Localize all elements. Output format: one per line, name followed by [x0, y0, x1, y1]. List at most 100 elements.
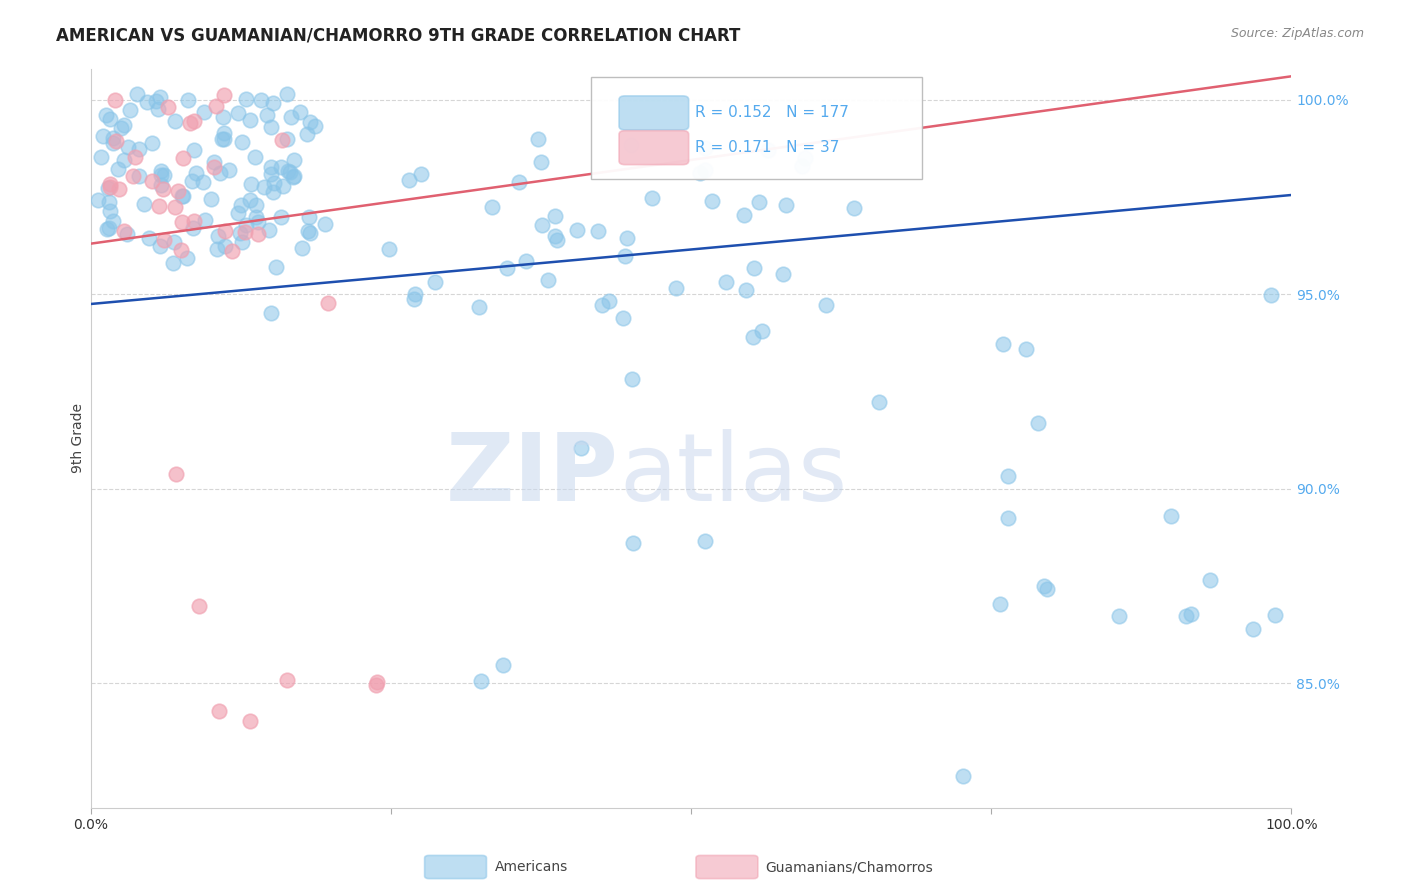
- Point: [988, 597, 1011, 611]
- Point: [297, 224, 319, 238]
- FancyBboxPatch shape: [619, 95, 689, 130]
- Point: [621, 536, 644, 550]
- Point: [741, 330, 763, 344]
- Point: [598, 294, 620, 309]
- Point: [246, 215, 269, 229]
- Point: [295, 127, 318, 141]
- Point: [148, 199, 170, 213]
- Point: [194, 213, 217, 227]
- Point: [191, 175, 214, 189]
- Point: [101, 136, 124, 150]
- Point: [586, 224, 609, 238]
- Point: [226, 106, 249, 120]
- Point: [276, 87, 298, 101]
- Point: [693, 141, 716, 155]
- Point: [117, 140, 139, 154]
- Text: AMERICAN VS GUAMANIAN/CHAMORRO 9TH GRADE CORRELATION CHART: AMERICAN VS GUAMANIAN/CHAMORRO 9TH GRADE…: [56, 27, 741, 45]
- Point: [364, 678, 387, 692]
- Point: [508, 175, 530, 189]
- Point: [264, 260, 287, 274]
- Point: [1241, 622, 1264, 636]
- Point: [176, 251, 198, 265]
- Point: [128, 142, 150, 156]
- Point: [239, 112, 262, 127]
- Point: [997, 468, 1019, 483]
- Point: [101, 214, 124, 228]
- Point: [238, 714, 260, 729]
- Point: [128, 169, 150, 184]
- Point: [531, 218, 554, 232]
- Point: [259, 161, 281, 175]
- Point: [614, 249, 637, 263]
- Point: [112, 119, 135, 133]
- Point: [169, 243, 191, 257]
- Point: [172, 188, 194, 202]
- Point: [402, 292, 425, 306]
- Point: [162, 255, 184, 269]
- FancyBboxPatch shape: [619, 130, 689, 165]
- Point: [280, 110, 302, 124]
- Point: [153, 233, 176, 247]
- Point: [481, 200, 503, 214]
- Point: [793, 151, 815, 165]
- Point: [260, 167, 283, 181]
- Text: R = 0.171   N = 37: R = 0.171 N = 37: [695, 140, 839, 155]
- Point: [621, 372, 644, 386]
- Point: [304, 119, 326, 133]
- Point: [170, 189, 193, 203]
- Point: [1180, 607, 1202, 621]
- Point: [150, 168, 173, 182]
- Point: [136, 95, 159, 110]
- Point: [276, 673, 298, 687]
- Point: [695, 163, 717, 178]
- Point: [153, 168, 176, 182]
- Point: [270, 210, 292, 224]
- Point: [202, 155, 225, 169]
- Point: [260, 120, 283, 135]
- Point: [515, 254, 537, 268]
- Point: [546, 233, 568, 247]
- Point: [186, 166, 208, 180]
- Point: [314, 217, 336, 231]
- Point: [149, 90, 172, 104]
- Point: [571, 441, 593, 455]
- Point: [124, 150, 146, 164]
- Point: [283, 169, 305, 183]
- Point: [98, 112, 121, 127]
- Point: [87, 193, 110, 207]
- Point: [869, 395, 891, 409]
- Point: [262, 96, 284, 111]
- Point: [226, 205, 249, 219]
- Point: [115, 227, 138, 241]
- Point: [792, 159, 814, 173]
- Point: [193, 104, 215, 119]
- Point: [212, 132, 235, 146]
- FancyBboxPatch shape: [592, 78, 921, 179]
- Point: [700, 194, 723, 209]
- Point: [537, 273, 560, 287]
- Point: [97, 181, 120, 195]
- Point: [496, 260, 519, 275]
- Point: [742, 260, 765, 275]
- Point: [271, 133, 294, 147]
- Point: [104, 134, 127, 148]
- Point: [544, 209, 567, 223]
- Point: [250, 93, 273, 107]
- Point: [733, 207, 755, 221]
- Point: [149, 164, 172, 178]
- Point: [98, 180, 121, 194]
- Point: [187, 599, 209, 613]
- Point: [377, 243, 399, 257]
- Point: [141, 174, 163, 188]
- Point: [211, 132, 233, 146]
- Point: [366, 674, 388, 689]
- Point: [409, 167, 432, 181]
- Point: [181, 174, 204, 188]
- Point: [108, 182, 131, 196]
- Point: [714, 275, 737, 289]
- Point: [107, 161, 129, 176]
- Point: [278, 165, 301, 179]
- Point: [277, 164, 299, 178]
- Point: [544, 228, 567, 243]
- Point: [96, 221, 118, 235]
